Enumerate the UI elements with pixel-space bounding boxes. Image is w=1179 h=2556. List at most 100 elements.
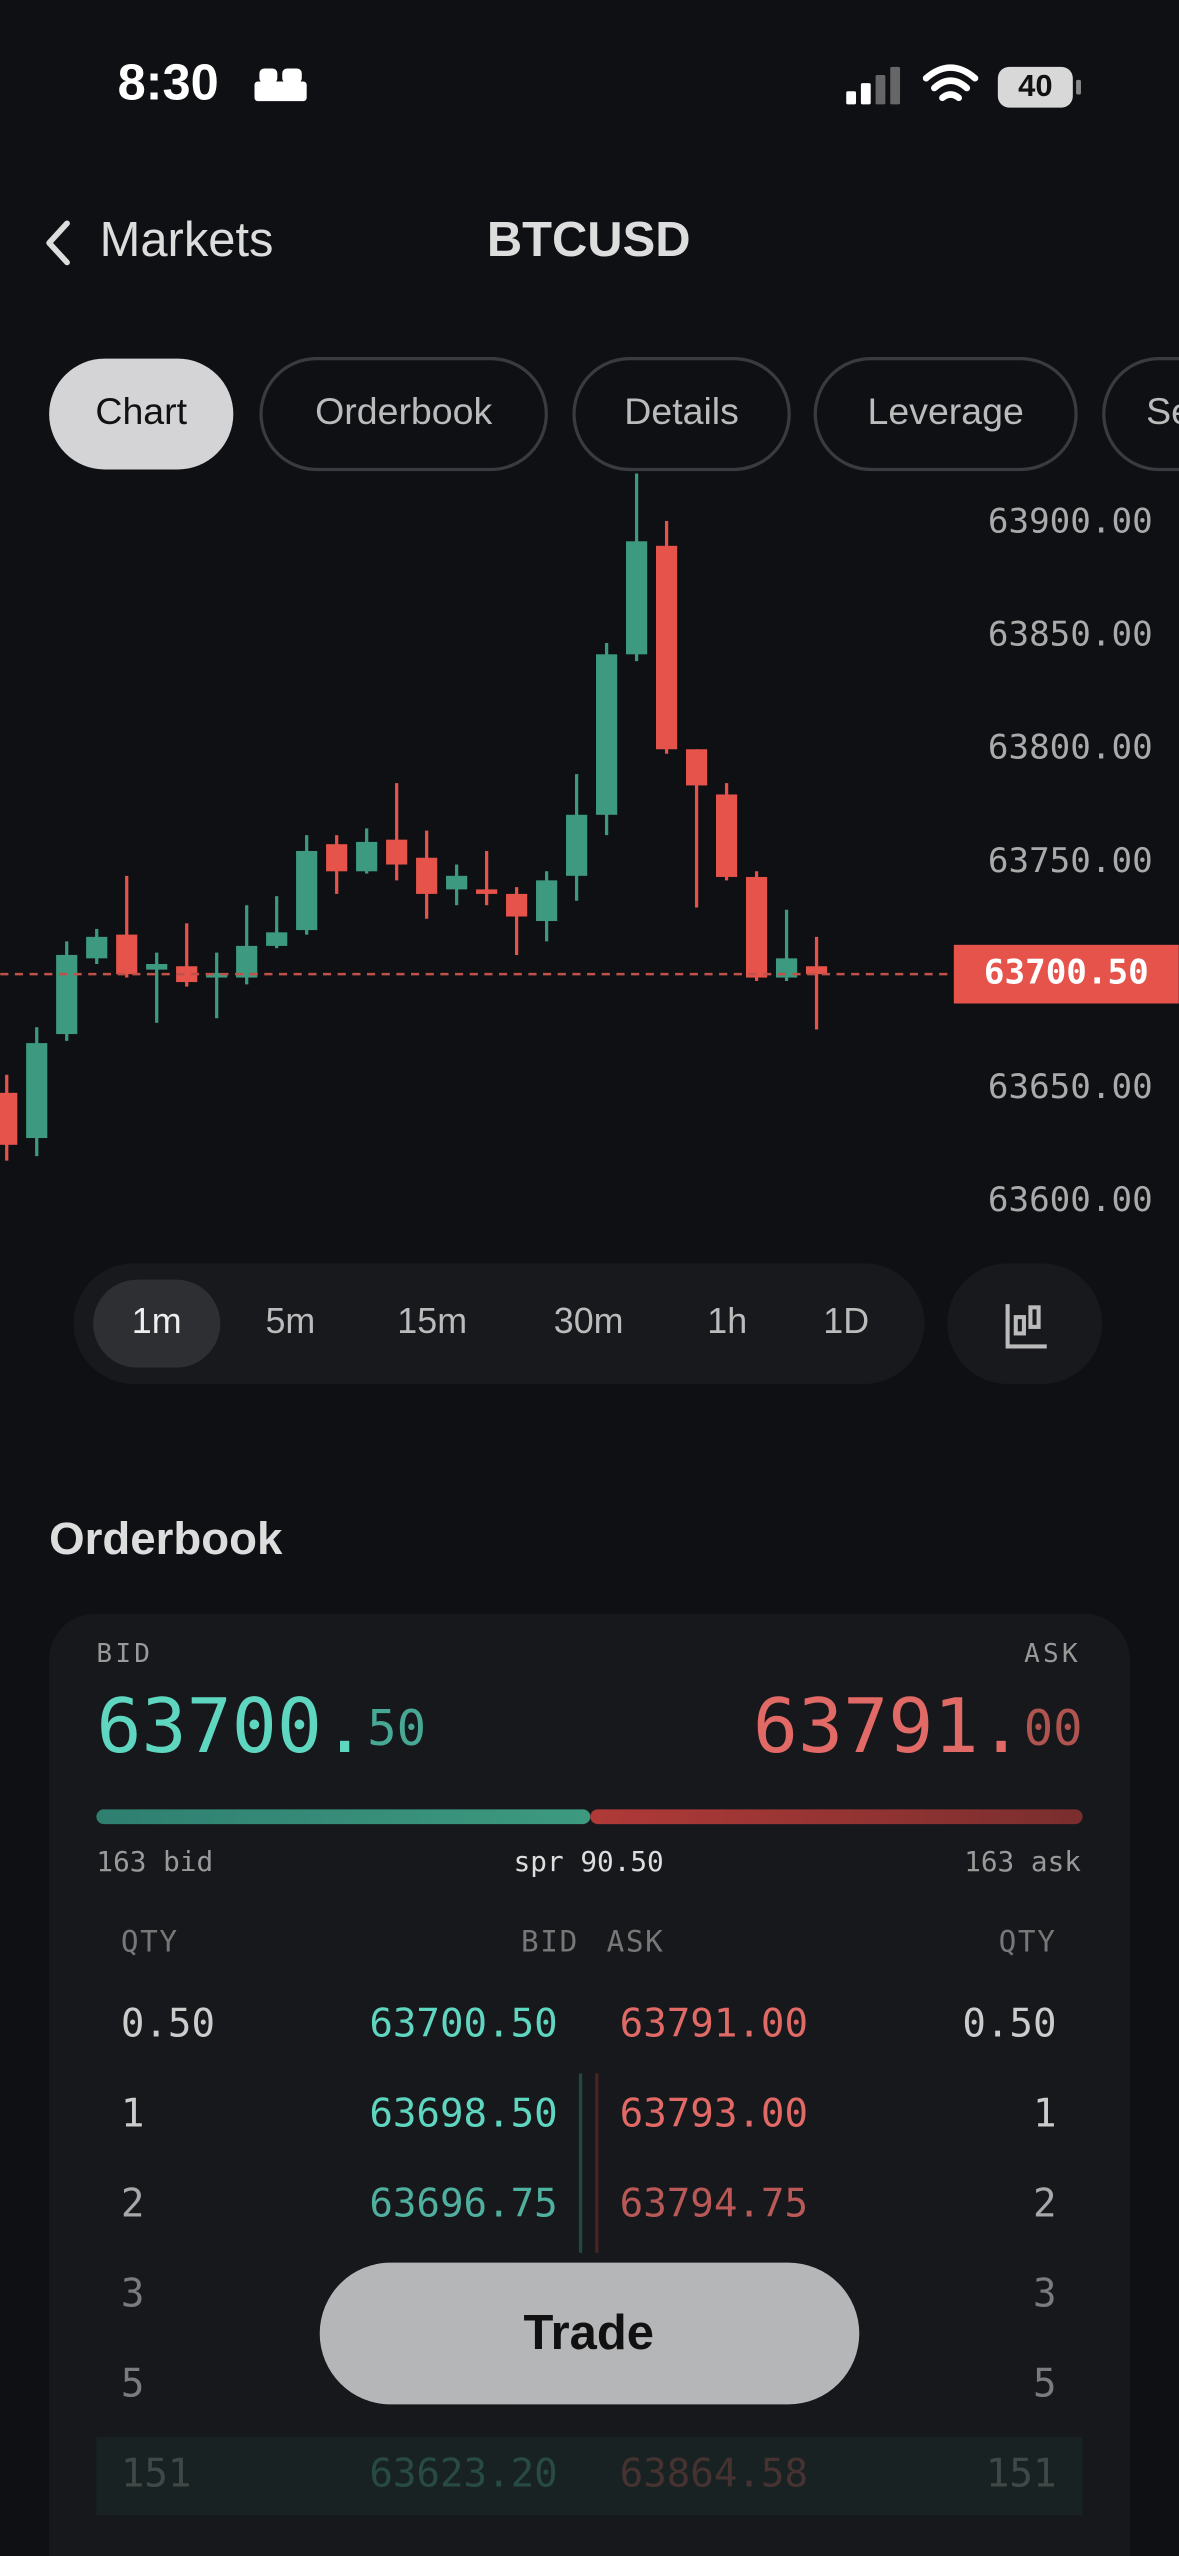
timeframe-label[interactable]: 1h xyxy=(707,1301,747,1341)
spread: spr 90.50 xyxy=(514,1845,664,1878)
candle-body xyxy=(626,541,648,655)
nav-title: BTCUSD xyxy=(487,213,691,267)
timeframe-selected xyxy=(93,1279,221,1368)
tab-bar: Chart Orderbook Details Leverage Se xyxy=(49,356,1179,472)
tab-label[interactable]: Leverage xyxy=(868,390,1024,432)
orderbook-cell: 63793.00 xyxy=(620,2092,808,2137)
tab-label[interactable]: Details xyxy=(624,390,739,432)
timeframe-label[interactable]: 1D xyxy=(823,1301,869,1341)
ask-depth-bar xyxy=(590,1809,1083,1825)
depth-divider xyxy=(578,2073,583,2253)
candle-body xyxy=(715,794,738,877)
best-bid-dec: 50 xyxy=(367,1700,426,1757)
candle-body xyxy=(56,954,78,1035)
candle-body xyxy=(536,880,558,922)
orderbook-cell: 63700.50 xyxy=(369,2002,557,2047)
orderbook-rows: 0.50 63700.50 63791.00 0.50 1 63698.50 63793.0… xyxy=(96,2002,1083,2516)
candle-body xyxy=(386,839,408,865)
candle-body xyxy=(86,936,108,959)
candle-body xyxy=(206,973,228,978)
battery-tip xyxy=(1076,79,1081,95)
orderbook-cell: 5 xyxy=(121,2362,145,2407)
back-button[interactable]: Markets xyxy=(46,213,274,267)
candle-body xyxy=(656,545,678,750)
tab-label[interactable]: Orderbook xyxy=(315,390,492,432)
bid-depth-bar xyxy=(96,1809,591,1825)
timeframe-label[interactable]: 15m xyxy=(397,1301,467,1341)
timeframe-label[interactable]: 1m xyxy=(132,1301,182,1341)
orderbook-card xyxy=(49,1613,1130,2556)
candle-body xyxy=(416,857,438,894)
candle-body xyxy=(266,932,288,946)
orderbook-cell: 0.50 xyxy=(962,2002,1056,2047)
tab-label[interactable]: Se xyxy=(1146,390,1179,432)
orderbook-cell: 63623.20 xyxy=(369,2452,557,2497)
candle-body xyxy=(566,814,588,876)
candle-body xyxy=(686,749,708,786)
orderbook-cell: 63794.75 xyxy=(620,2182,808,2227)
best-ask-int: 63791. xyxy=(753,1682,1024,1770)
candle-body xyxy=(745,876,768,978)
candle-body xyxy=(326,844,348,872)
price-chart: 63600.00 63650.00 63750.00 63800.00 63850.00… xyxy=(0,473,1179,1220)
indicator-icon xyxy=(1005,1304,1047,1349)
trade-button-label[interactable]: Trade xyxy=(523,2306,653,2360)
wifi-icon xyxy=(922,64,979,102)
tab[interactable] xyxy=(572,356,791,472)
battery-level: 40 xyxy=(1018,68,1052,103)
tab[interactable] xyxy=(813,356,1078,472)
candle-body xyxy=(236,945,258,978)
status-time: 8:30 xyxy=(118,54,219,111)
battery-icon xyxy=(997,66,1073,108)
candle-body xyxy=(356,841,378,872)
candle-body xyxy=(116,934,138,975)
tab[interactable] xyxy=(49,358,234,470)
section-title: Orderbook xyxy=(49,1513,283,1564)
trade-button[interactable] xyxy=(319,2262,860,2405)
candle-body xyxy=(775,958,798,978)
candle-body xyxy=(176,966,198,983)
candle-body xyxy=(296,850,318,931)
y-tick-label: 63800.00 xyxy=(988,728,1153,768)
orderbook-cell: 1 xyxy=(121,2092,145,2137)
candle-body xyxy=(446,875,468,890)
best-ask: 63791.00 xyxy=(753,1682,1083,1770)
orderbook-cell: 3 xyxy=(1033,2272,1057,2317)
bid-label: BID xyxy=(96,1639,153,1669)
candle-body xyxy=(506,893,528,917)
orderbook-cell: 2 xyxy=(1033,2182,1057,2227)
tab[interactable] xyxy=(1102,357,1179,472)
timeframe-bar xyxy=(73,1263,925,1384)
orderbook-cell: 151 xyxy=(986,2452,1057,2497)
orderbook-cell: 63864.58 xyxy=(620,2452,808,2497)
candle-body xyxy=(476,889,498,894)
orderbook-cell: 0.50 xyxy=(121,2002,215,2047)
header-bid: BID xyxy=(521,1925,579,1959)
timeframe-label[interactable]: 30m xyxy=(554,1301,624,1341)
orderbook-cell: 2 xyxy=(121,2182,145,2227)
header-qty: QTY xyxy=(121,1925,179,1959)
timeframe-label[interactable]: 5m xyxy=(265,1301,315,1341)
signal-icon xyxy=(846,66,901,105)
header-ask: ASK xyxy=(607,1925,665,1959)
sleep-icon xyxy=(254,68,307,102)
bid-count: 163 bid xyxy=(96,1845,213,1878)
candle-body xyxy=(596,654,618,815)
y-tick-label: 63900.00 xyxy=(988,502,1153,542)
timeframes: 1m 5m 15m 30m 1h 1D xyxy=(132,1301,869,1341)
back-chevron xyxy=(46,220,70,266)
y-tick-label: 63600.00 xyxy=(988,1180,1153,1220)
last-price-tag xyxy=(953,944,1179,1004)
orderbook-cell: 63696.75 xyxy=(369,2182,557,2227)
orderbook-cell: 5 xyxy=(1033,2362,1057,2407)
orderbook-cell: 1 xyxy=(1033,2092,1057,2137)
tab-label[interactable]: Chart xyxy=(95,390,187,432)
tab[interactable] xyxy=(259,356,548,472)
orderbook-cell: 63698.50 xyxy=(369,2092,557,2137)
best-bid: 63700.50 xyxy=(96,1682,426,1770)
y-tick-label: 63650.00 xyxy=(988,1067,1153,1107)
back-label[interactable]: Markets xyxy=(100,213,274,267)
header-qty: QTY xyxy=(999,1925,1057,1959)
candle-body xyxy=(805,966,828,975)
